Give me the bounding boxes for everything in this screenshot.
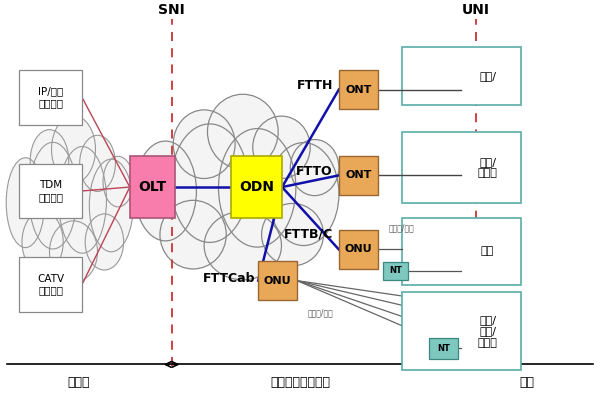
Ellipse shape bbox=[58, 146, 106, 253]
Text: 家庭/
楼宇/
办公室: 家庭/ 楼宇/ 办公室 bbox=[478, 315, 497, 348]
Ellipse shape bbox=[29, 142, 77, 249]
Text: 家庭/: 家庭/ bbox=[479, 71, 496, 81]
Text: ONT: ONT bbox=[345, 85, 371, 95]
Ellipse shape bbox=[290, 140, 339, 196]
Ellipse shape bbox=[30, 130, 68, 192]
FancyBboxPatch shape bbox=[258, 261, 297, 300]
Ellipse shape bbox=[253, 116, 310, 178]
FancyBboxPatch shape bbox=[401, 292, 521, 370]
Ellipse shape bbox=[103, 156, 133, 207]
FancyBboxPatch shape bbox=[339, 70, 377, 109]
Text: ONT: ONT bbox=[345, 170, 371, 180]
Ellipse shape bbox=[85, 214, 124, 270]
Text: FTTCab: FTTCab bbox=[203, 272, 255, 285]
Ellipse shape bbox=[218, 128, 296, 247]
FancyBboxPatch shape bbox=[232, 156, 282, 218]
Text: OLT: OLT bbox=[138, 180, 166, 194]
Text: SNI: SNI bbox=[158, 4, 185, 18]
Text: 金属线/无线: 金属线/无线 bbox=[389, 223, 415, 232]
Ellipse shape bbox=[208, 94, 278, 169]
Text: 楼宇: 楼宇 bbox=[481, 247, 494, 257]
FancyBboxPatch shape bbox=[401, 218, 521, 284]
Ellipse shape bbox=[89, 159, 133, 252]
FancyBboxPatch shape bbox=[339, 230, 377, 269]
FancyBboxPatch shape bbox=[401, 47, 521, 105]
Text: FTTB/C: FTTB/C bbox=[284, 227, 333, 240]
Ellipse shape bbox=[49, 221, 98, 282]
FancyBboxPatch shape bbox=[130, 156, 175, 218]
Ellipse shape bbox=[204, 211, 281, 280]
Ellipse shape bbox=[80, 135, 115, 192]
Ellipse shape bbox=[6, 158, 44, 247]
Ellipse shape bbox=[160, 200, 226, 269]
Ellipse shape bbox=[171, 124, 248, 243]
FancyBboxPatch shape bbox=[401, 132, 521, 203]
Text: TDM
业务网络: TDM 业务网络 bbox=[38, 180, 63, 202]
Ellipse shape bbox=[52, 116, 95, 183]
Text: CATV
业务网络: CATV 业务网络 bbox=[37, 274, 64, 295]
FancyBboxPatch shape bbox=[383, 261, 408, 280]
Ellipse shape bbox=[268, 142, 339, 245]
FancyBboxPatch shape bbox=[339, 156, 377, 195]
Ellipse shape bbox=[134, 141, 196, 241]
Text: IP/以太
业务网络: IP/以太 业务网络 bbox=[38, 87, 63, 108]
Text: ONU: ONU bbox=[264, 276, 292, 286]
FancyBboxPatch shape bbox=[429, 338, 458, 359]
Ellipse shape bbox=[262, 203, 323, 266]
Text: 公司/
办公室: 公司/ 办公室 bbox=[478, 157, 497, 178]
Ellipse shape bbox=[173, 110, 235, 178]
Text: FTTO: FTTO bbox=[296, 165, 333, 178]
Text: 核心网: 核心网 bbox=[68, 376, 90, 389]
Text: FTTH: FTTH bbox=[296, 79, 333, 92]
Text: 用户: 用户 bbox=[520, 376, 535, 389]
Text: NT: NT bbox=[389, 267, 402, 275]
Text: NT: NT bbox=[437, 344, 450, 353]
FancyBboxPatch shape bbox=[19, 164, 82, 218]
FancyBboxPatch shape bbox=[19, 70, 82, 124]
Text: UNI: UNI bbox=[462, 4, 490, 18]
Text: 金属线/无线: 金属线/无线 bbox=[308, 308, 334, 317]
Text: 宽带光纤接入网络: 宽带光纤接入网络 bbox=[270, 376, 330, 389]
FancyBboxPatch shape bbox=[19, 257, 82, 312]
Text: ONU: ONU bbox=[344, 245, 372, 255]
Text: ODN: ODN bbox=[239, 180, 274, 194]
Ellipse shape bbox=[22, 211, 63, 273]
